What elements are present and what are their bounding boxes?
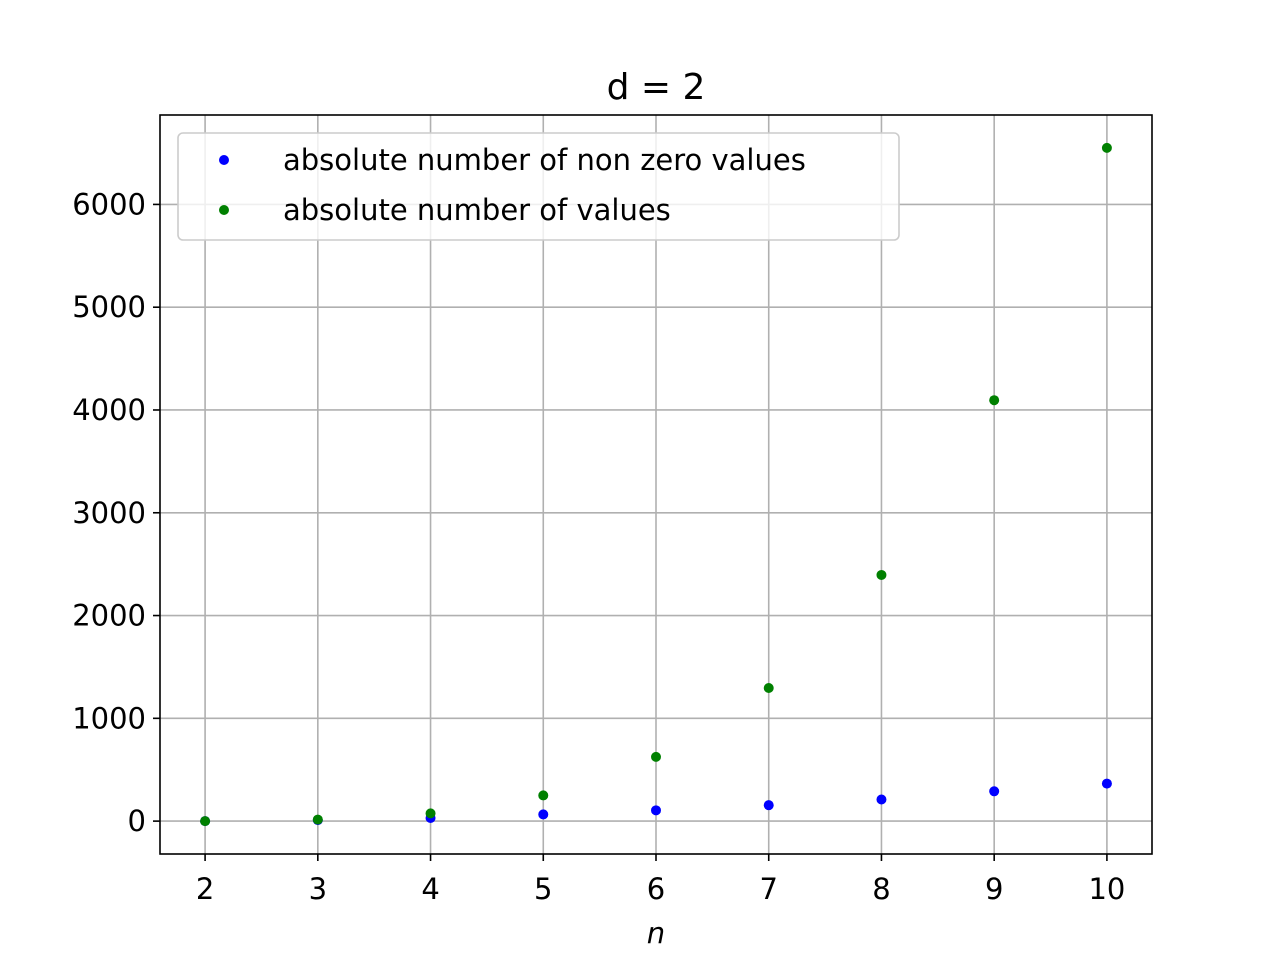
data-point-series-2 [651, 751, 661, 762]
data-point-series-2 [200, 816, 211, 827]
legend-box [177, 132, 900, 241]
legend-marker [219, 205, 229, 215]
y-tick-label: 4000 [72, 393, 146, 427]
data-point-series-2 [763, 683, 774, 694]
x-tick-label: 9 [985, 872, 1003, 906]
data-point-series-1 [1101, 778, 1112, 789]
legend-label: absolute number of values [283, 193, 671, 227]
data-point-series-1 [989, 786, 1000, 797]
axis-ticks: 2 3 4 5 6 7 8 9 10 0 1000 2000 3000 4000 5000 6000 [72, 187, 1125, 906]
x-axis-label: n [647, 916, 665, 950]
x-tick-label: 8 [872, 872, 890, 906]
x-tick-label: 10 [1088, 872, 1125, 906]
data-point-series-2 [1101, 142, 1112, 153]
data-point-series-2 [538, 790, 549, 801]
x-tick-label: 6 [647, 872, 665, 906]
data-point-series-1 [763, 800, 774, 811]
x-tick-label: 7 [760, 872, 778, 906]
y-tick-label: 6000 [72, 187, 146, 221]
legend-label: absolute number of non zero values [283, 143, 806, 177]
y-tick-label: 0 [128, 804, 146, 838]
x-tick-label: 5 [534, 872, 552, 906]
data-point-series-2 [989, 395, 1000, 406]
data-point-series-2 [425, 808, 436, 819]
x-tick-label: 3 [309, 872, 327, 906]
legend-marker [219, 155, 229, 165]
x-tick-label: 4 [421, 872, 439, 906]
legend: absolute number of non zero values absolu… [177, 132, 900, 241]
data-points [200, 142, 1112, 827]
x-tick-label: 2 [196, 872, 214, 906]
chart-title: d = 2 [607, 67, 706, 108]
y-tick-label: 3000 [72, 496, 146, 530]
y-tick-label: 2000 [72, 599, 146, 633]
data-point-series-2 [312, 814, 323, 825]
data-point-series-1 [876, 794, 887, 805]
data-point-series-1 [651, 805, 661, 816]
y-tick-label: 5000 [72, 290, 146, 324]
y-tick-label: 1000 [72, 701, 146, 735]
data-point-series-1 [538, 809, 549, 820]
data-point-series-2 [876, 569, 887, 580]
